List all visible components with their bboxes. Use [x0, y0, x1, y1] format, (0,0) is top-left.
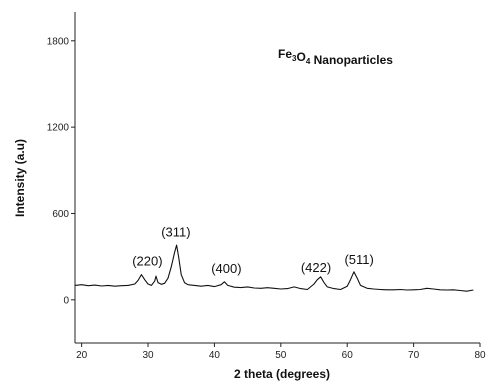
peak-label: (311): [161, 225, 190, 240]
y-tick-label: 1200: [47, 123, 70, 134]
xrd-pattern-line: [74, 244, 474, 292]
x-tick-label: 70: [408, 350, 420, 361]
chart-title: Fe3O4 Nanoparticles: [278, 47, 393, 67]
x-tick-label: 30: [142, 350, 154, 361]
x-tick-label: 20: [76, 350, 88, 361]
peak-label: (220): [132, 253, 162, 268]
y-axis-title: Intensity (a.u): [13, 139, 27, 217]
x-axis-title: 2 theta (degrees): [234, 367, 330, 381]
y-tick-label: 600: [52, 209, 69, 220]
x-tick-label: 50: [275, 350, 287, 361]
peak-label: (511): [344, 252, 373, 267]
x-tick-label: 80: [474, 350, 486, 361]
plot-layer: [74, 244, 474, 292]
x-tick-label: 60: [342, 350, 354, 361]
x-tick-label: 40: [209, 350, 221, 361]
peak-label: (400): [211, 261, 241, 276]
y-tick-label: 0: [63, 295, 69, 306]
ticks-layer: 20 30 40 50 60 70 80 0 600 1200 1800: [47, 36, 486, 361]
chart-title-part: Nanoparticles: [310, 53, 393, 67]
axes-layer: [74, 12, 480, 344]
chart-title-subscript: 4: [306, 57, 311, 66]
chart-title-part: Fe: [278, 47, 292, 61]
chart-title-part: O: [296, 50, 305, 64]
chart-title-subscript: 3: [292, 54, 297, 63]
annotation-layer: (220) (311) (400) (422) (511): [132, 225, 374, 277]
y-tick-label: 1800: [47, 36, 70, 47]
peak-label: (422): [301, 260, 331, 275]
